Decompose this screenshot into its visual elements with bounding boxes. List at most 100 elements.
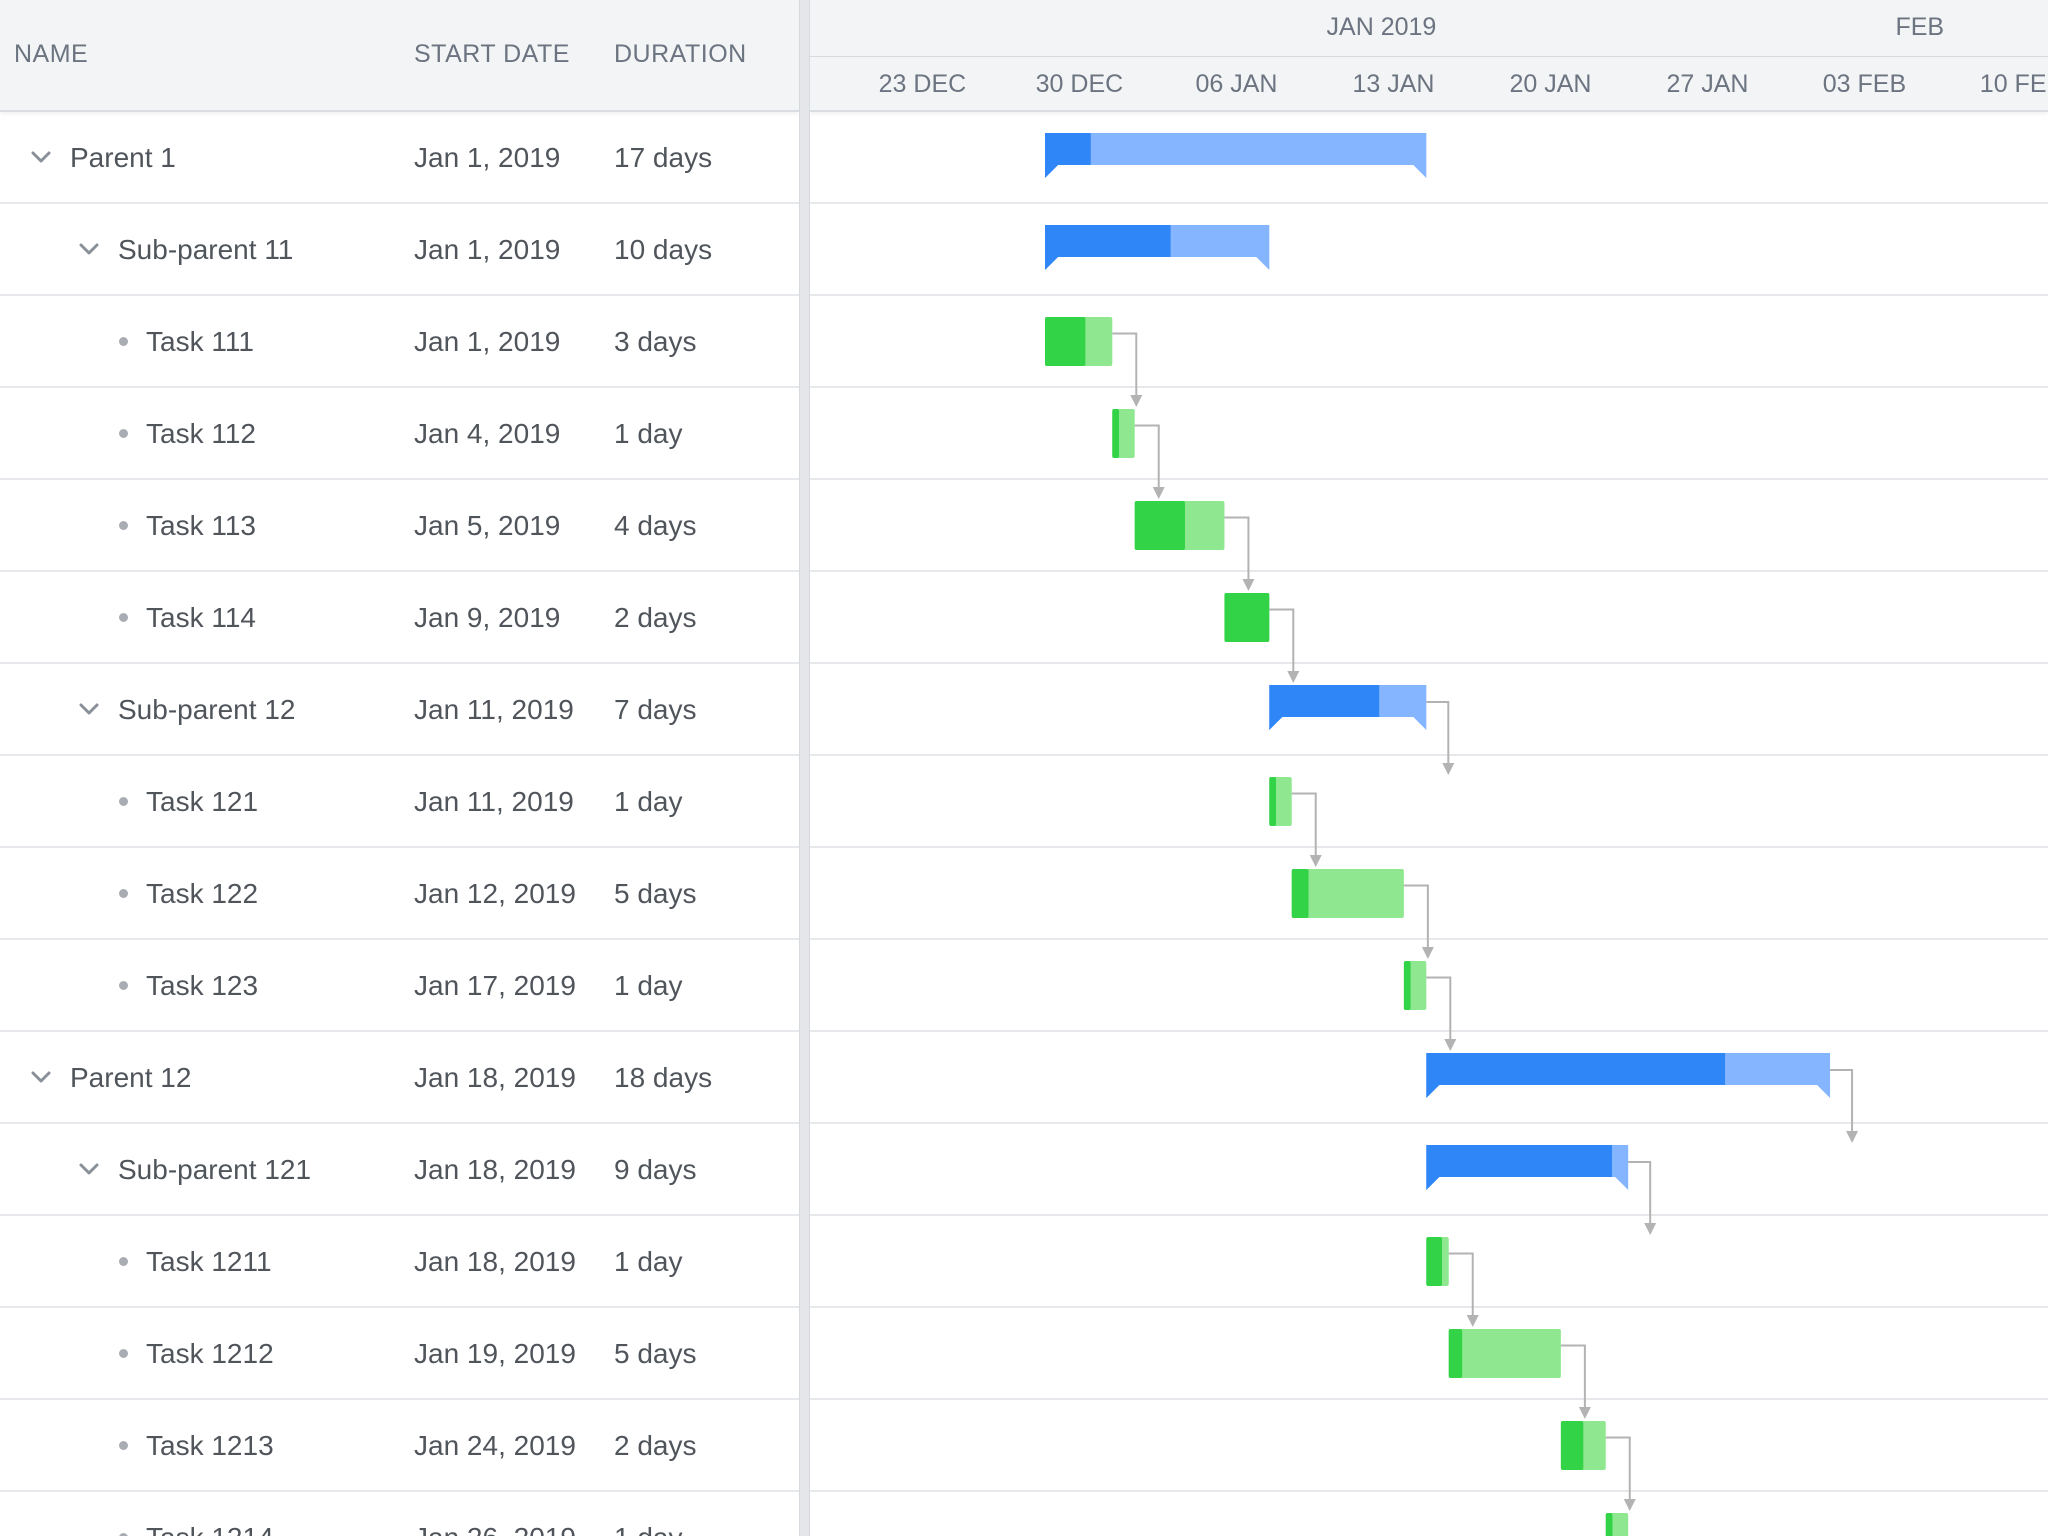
timeline-row [810, 1124, 2048, 1216]
task-start-date: Jan 17, 2019 [414, 970, 576, 1001]
bullet-icon [119, 429, 128, 438]
timeline-row [810, 296, 2048, 388]
task-bar[interactable] [1605, 1513, 1629, 1536]
dependency-link[interactable] [1426, 976, 1452, 1042]
timeline-header-divider [810, 56, 2048, 57]
task-row[interactable]: Sub-parent 12 Jan 11, 2019 7 days [0, 664, 799, 756]
task-bar[interactable] [1134, 501, 1225, 550]
task-name: Task 112 [146, 418, 256, 449]
summary-bar-progress [1045, 133, 1091, 178]
task-row[interactable]: Sub-parent 11 Jan 1, 2019 10 days [0, 204, 799, 296]
dependency-link[interactable] [1112, 332, 1138, 398]
task-name: Parent 12 [70, 1062, 192, 1093]
task-bar[interactable] [1269, 777, 1292, 826]
timeline-row [810, 112, 2048, 204]
column-header-duration[interactable]: DURATION [614, 40, 747, 68]
grid-splitter[interactable] [799, 0, 810, 1536]
dependency-link[interactable] [1605, 1436, 1631, 1502]
task-bar[interactable] [1112, 409, 1135, 458]
task-bar-progress [1426, 1237, 1443, 1286]
task-row[interactable]: Task 1211 Jan 18, 2019 1 day [0, 1216, 799, 1308]
task-row[interactable]: Task 122 Jan 12, 2019 5 days [0, 848, 799, 940]
task-bar[interactable] [1045, 317, 1113, 366]
dependency-arrowhead [1623, 1499, 1636, 1511]
dependency-link[interactable] [1134, 424, 1160, 490]
task-row[interactable]: Parent 12 Jan 18, 2019 18 days [0, 1032, 799, 1124]
dependency-link[interactable] [1426, 701, 1450, 765]
dependency-link[interactable] [1403, 884, 1429, 950]
dependency-link[interactable] [1291, 792, 1317, 858]
chevron-down-icon[interactable] [77, 237, 101, 261]
task-bar[interactable] [1291, 869, 1404, 918]
task-row[interactable]: Task 123 Jan 17, 2019 1 day [0, 940, 799, 1032]
dependency-link[interactable] [1448, 1252, 1474, 1318]
dependency-link[interactable] [1560, 1344, 1586, 1410]
dependency-link[interactable] [1224, 516, 1250, 582]
task-duration: 10 days [614, 234, 713, 265]
dependency-arrowhead [1309, 855, 1322, 867]
task-duration: 5 days [614, 878, 697, 909]
chevron-down-icon[interactable] [29, 1065, 53, 1089]
task-start-date: Jan 12, 2019 [414, 878, 576, 909]
task-bar-track [1291, 869, 1404, 918]
summary-bar[interactable] [1045, 133, 1427, 178]
task-name: Task 1213 [146, 1430, 274, 1461]
column-header-name[interactable]: NAME [14, 40, 89, 68]
summary-bar-progress [1426, 1145, 1613, 1190]
task-bar[interactable] [1224, 593, 1270, 642]
summary-bar[interactable] [1045, 225, 1270, 270]
week-label: 20 JAN [1509, 70, 1592, 98]
task-start-date: Jan 18, 2019 [414, 1154, 576, 1185]
task-name: Parent 1 [70, 142, 176, 173]
task-row[interactable]: Task 1214 Jan 26, 2019 1 day [0, 1492, 799, 1536]
task-row[interactable]: Task 113 Jan 5, 2019 4 days [0, 480, 799, 572]
task-duration: 2 days [614, 1430, 697, 1461]
timeline-row [810, 848, 2048, 940]
task-row[interactable]: Task 121 Jan 11, 2019 1 day [0, 756, 799, 848]
bullet-icon [119, 1533, 128, 1536]
chevron-down-icon[interactable] [29, 145, 53, 169]
task-bar[interactable] [1426, 1237, 1449, 1286]
task-start-date: Jan 18, 2019 [414, 1246, 576, 1277]
task-row[interactable]: Task 1212 Jan 19, 2019 5 days [0, 1308, 799, 1400]
bullet-icon [119, 521, 128, 530]
bullet-icon [119, 1349, 128, 1358]
task-row[interactable]: Task 111 Jan 1, 2019 3 days [0, 296, 799, 388]
summary-bar[interactable] [1426, 1053, 1831, 1098]
dependency-link[interactable] [1269, 608, 1295, 674]
column-header-start-date[interactable]: START DATE [414, 40, 570, 68]
month-label: JAN 2019 [1326, 13, 1437, 41]
task-name: Sub-parent 11 [118, 234, 294, 265]
task-row[interactable]: Sub-parent 121 Jan 18, 2019 9 days [0, 1124, 799, 1216]
dependency-arrowhead [1242, 579, 1255, 591]
bullet-icon [119, 981, 128, 990]
task-bar[interactable] [1403, 961, 1427, 1010]
dependency-arrowhead [1421, 947, 1434, 959]
summary-bar[interactable] [1269, 685, 1427, 730]
task-bar-progress [1112, 409, 1120, 458]
grid-header: NAME START DATE DURATION [0, 0, 799, 112]
timeline-row [810, 572, 2048, 664]
timeline-row [810, 204, 2048, 296]
task-bar[interactable] [1560, 1421, 1606, 1470]
bullet-icon [119, 1441, 128, 1450]
task-duration: 4 days [614, 510, 697, 541]
chevron-down-icon[interactable] [77, 1157, 101, 1181]
task-row[interactable]: Task 114 Jan 9, 2019 2 days [0, 572, 799, 664]
dependency-link[interactable] [1628, 1161, 1652, 1225]
task-bar[interactable] [1448, 1329, 1561, 1378]
chevron-down-icon[interactable] [77, 697, 101, 721]
task-name: Task 1214 [146, 1492, 274, 1536]
task-duration: 7 days [614, 694, 697, 725]
task-name: Task 122 [146, 878, 259, 909]
task-row[interactable]: Task 112 Jan 4, 2019 1 day [0, 388, 799, 480]
task-bar-progress [1560, 1421, 1584, 1470]
task-name: Task 121 [146, 786, 259, 817]
task-duration: 1 day [614, 1246, 683, 1277]
summary-bar[interactable] [1426, 1145, 1629, 1190]
task-row[interactable]: Parent 1 Jan 1, 2019 17 days [0, 112, 799, 204]
task-bar-progress [1291, 869, 1309, 918]
task-bar-progress [1448, 1329, 1463, 1378]
dependency-link[interactable] [1830, 1069, 1854, 1133]
task-row[interactable]: Task 1213 Jan 24, 2019 2 days [0, 1400, 799, 1492]
